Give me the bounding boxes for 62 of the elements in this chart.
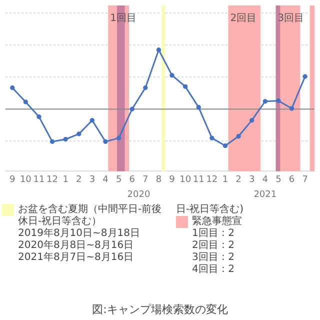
x-tick-label: 6	[129, 174, 136, 185]
text: 3回目 : 2	[191, 252, 236, 264]
x-tick-label: 3	[89, 174, 96, 185]
point	[23, 100, 28, 104]
point	[276, 98, 281, 104]
band-label: 1回目	[110, 13, 137, 24]
text: 図:キャンプ場検索数の変化	[91, 303, 229, 316]
point	[116, 136, 122, 140]
x-tick-label: 10	[20, 174, 32, 185]
x-tick-label: 3	[248, 174, 255, 185]
x-tick-label: 12	[206, 174, 218, 185]
x-tick-label: 9	[169, 174, 176, 185]
point	[196, 104, 201, 110]
point	[262, 99, 268, 104]
band-label: 2回目	[230, 13, 257, 24]
text: 2020年8月8日~8月16日	[17, 240, 135, 252]
point	[90, 118, 95, 123]
x-tick-label: 2	[236, 174, 242, 185]
text: お盆を含む夏期（中間平日-前後休日-祝日等含む）	[18, 204, 163, 228]
x-tick-label: 11	[33, 174, 45, 185]
x-tick-label: 4	[262, 174, 268, 185]
point	[236, 134, 241, 139]
x-tick-label: 5	[276, 174, 282, 185]
x-tick-label: 12	[46, 174, 58, 185]
point	[222, 143, 228, 148]
text: 日-祝日等含む)	[176, 204, 245, 216]
x-tick-label: 7	[142, 174, 148, 185]
point	[130, 106, 134, 112]
point	[210, 136, 214, 140]
text: 緊急事態宣	[192, 216, 242, 228]
point	[249, 118, 254, 123]
text: 4回目 : 2	[191, 264, 236, 276]
x-tick-label: 1	[222, 174, 228, 185]
point	[36, 114, 42, 120]
point	[182, 84, 188, 89]
x-tick-label: 7	[302, 174, 308, 185]
point	[10, 85, 15, 90]
x-tick-label: 9	[10, 174, 16, 185]
text: 2回目 : 2	[191, 240, 236, 252]
x-tick-label: 1	[62, 174, 68, 185]
point	[170, 72, 174, 78]
point	[302, 74, 308, 79]
point	[76, 132, 82, 136]
x-tick-label: 2	[76, 174, 82, 185]
x-tick-label: 10	[180, 174, 192, 185]
x-tick-label: 4	[102, 174, 109, 185]
text: 2021年8月7日~8月16日	[17, 252, 135, 264]
band-label: 3回目	[278, 13, 304, 24]
point	[63, 136, 68, 142]
x-tick-label: 8	[156, 174, 162, 185]
text: 2020	[127, 190, 150, 200]
point	[156, 48, 162, 52]
x-tick-label: 11	[192, 174, 204, 185]
point	[103, 139, 108, 144]
x-tick-label: 6	[288, 174, 295, 185]
x-tick-label: 5	[116, 174, 122, 185]
text: 1回目 : 2	[191, 228, 236, 240]
point	[289, 106, 294, 111]
text: 2019年8月10日~8月18日	[17, 228, 142, 240]
point	[143, 85, 148, 90]
text: 2021	[254, 190, 277, 200]
point	[50, 139, 55, 144]
